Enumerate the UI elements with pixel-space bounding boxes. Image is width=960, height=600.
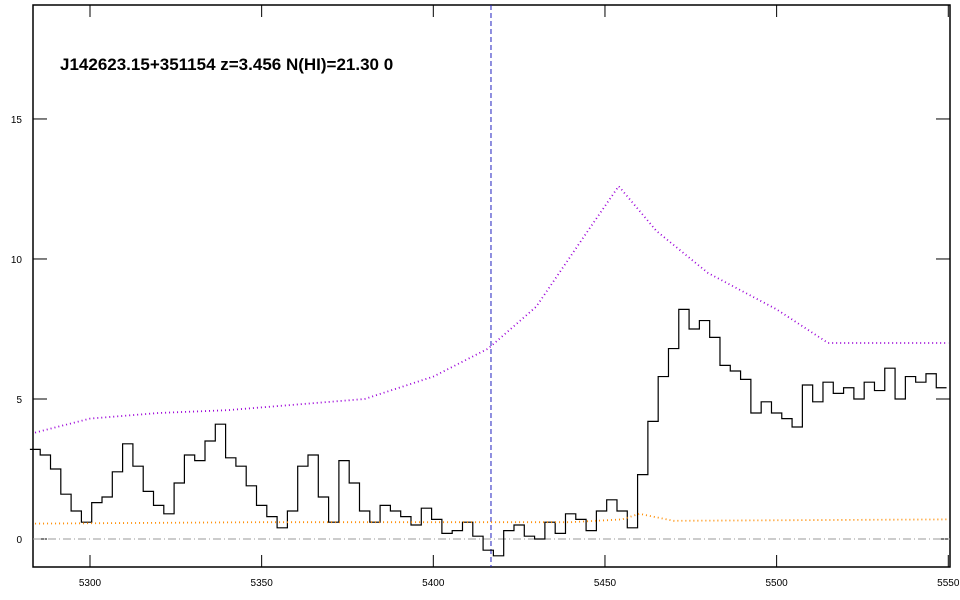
y-tick-label: 0	[16, 535, 22, 546]
x-tick-label: 5500	[765, 578, 788, 589]
x-tick-label: 5400	[422, 578, 445, 589]
x-tick-label: 5450	[594, 578, 617, 589]
model-line	[34, 184, 949, 434]
y-tick-label: 10	[11, 255, 23, 266]
model-line	[35, 512, 949, 525]
flux	[29, 308, 947, 557]
y-tick-label: 15	[11, 115, 23, 126]
x-tick-label: 5550	[937, 578, 960, 589]
chart-title: J142623.15+351154 z=3.456 N(HI)=21.30 0	[60, 55, 393, 74]
x-tick-label: 5300	[79, 578, 102, 589]
x-tick-label: 5350	[251, 578, 274, 589]
frame	[32, 4, 951, 568]
y-tick-label: 5	[16, 395, 22, 406]
